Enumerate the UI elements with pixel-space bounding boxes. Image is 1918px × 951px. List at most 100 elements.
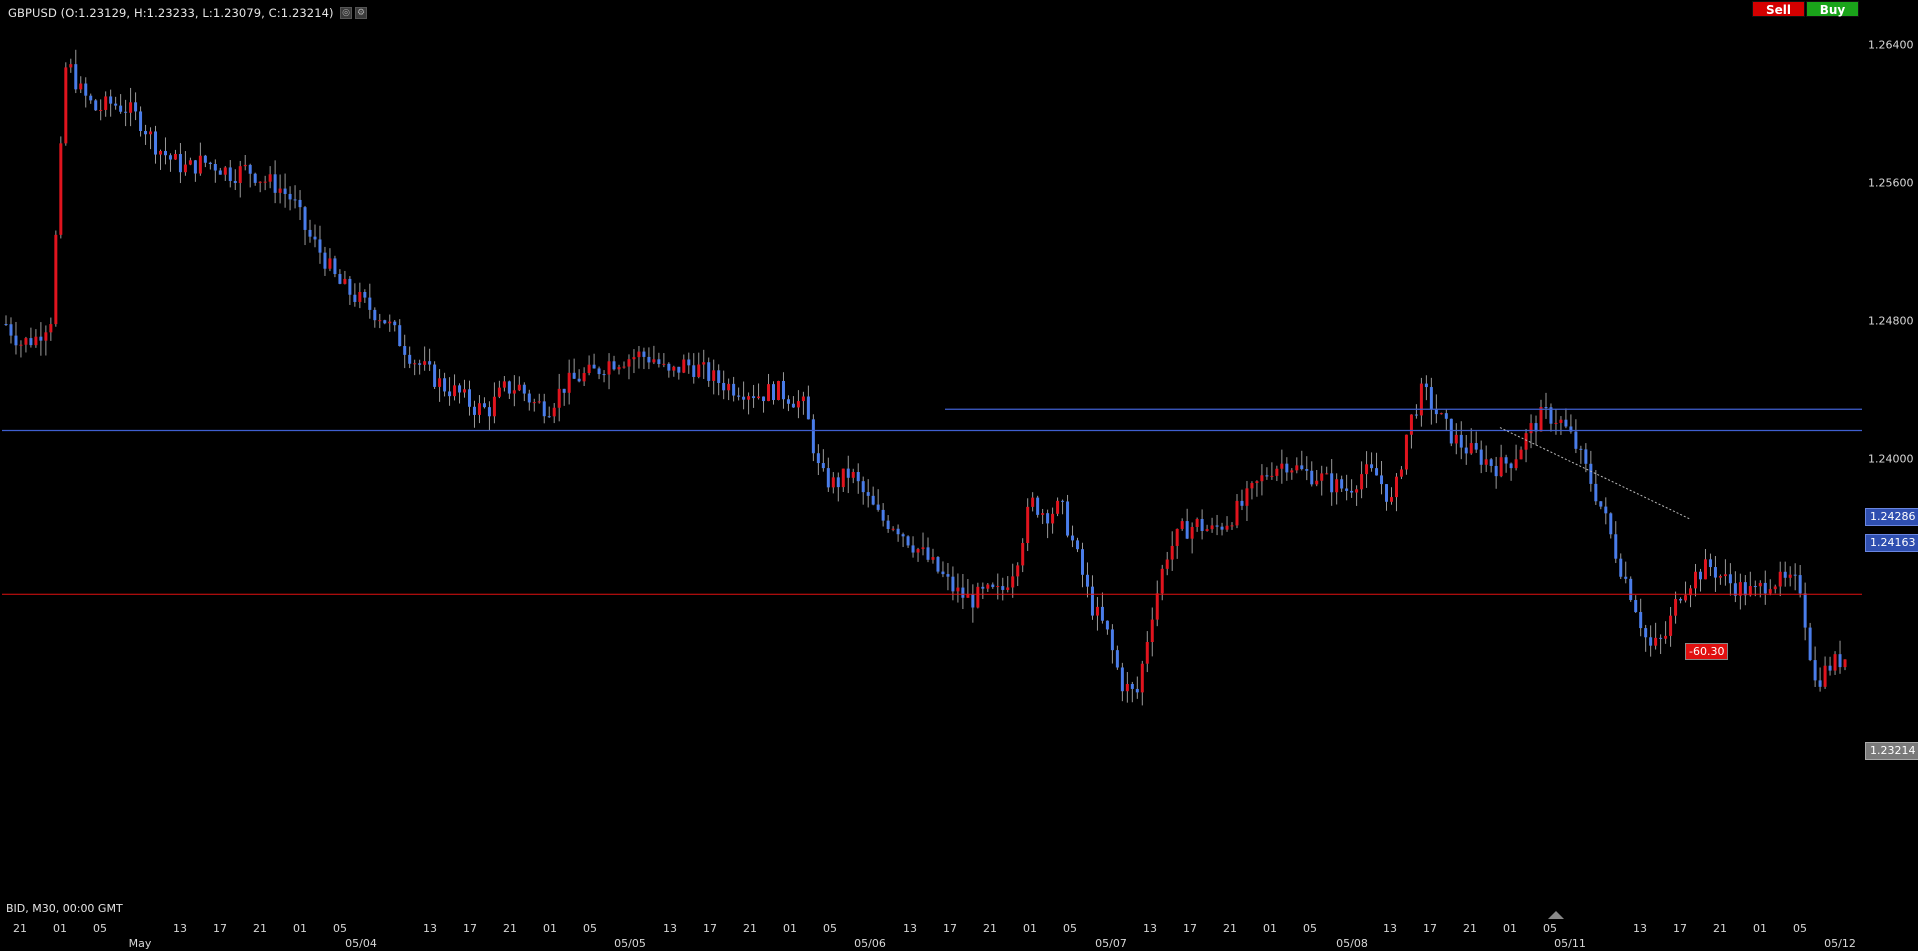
candle-body (517, 384, 521, 391)
candle-body (198, 155, 202, 174)
candle-body (14, 335, 18, 346)
candle-body (851, 472, 855, 478)
candle-body (1609, 513, 1613, 535)
candle-body (139, 111, 143, 132)
candle-body (966, 594, 970, 598)
candle-body (687, 359, 691, 366)
candle-body (193, 160, 197, 174)
candle-body (627, 359, 631, 367)
candle-body (981, 586, 985, 589)
buy-button[interactable]: Buy (1806, 1, 1859, 17)
candle-body (791, 403, 795, 408)
candle-body (647, 356, 651, 363)
candle-body (1743, 582, 1747, 596)
candle-body (203, 155, 207, 163)
price-tick: 1.24800 (1868, 315, 1914, 328)
candle-body (1614, 534, 1618, 559)
candle-body (876, 504, 880, 510)
candle-body (1808, 627, 1812, 661)
price-tick: 1.25600 (1868, 177, 1914, 190)
candle-body (1509, 463, 1513, 469)
candle-body (293, 199, 297, 201)
candle-body (896, 528, 900, 535)
hour-label: 13 (663, 922, 677, 935)
candle-body (1036, 497, 1040, 515)
candle-body (1843, 659, 1847, 668)
level-label-lower[interactable]: 1.24163 (1865, 534, 1918, 552)
candle-body (622, 366, 626, 368)
candle-body (378, 320, 382, 322)
candle-body (1105, 620, 1109, 630)
candle-body (458, 385, 462, 393)
candle-body (961, 587, 965, 598)
candle-body (1340, 479, 1344, 489)
sell-button[interactable]: Sell (1752, 1, 1805, 17)
hour-label: 13 (903, 922, 917, 935)
candle-body (1564, 419, 1568, 427)
hour-label: 17 (703, 922, 717, 935)
candle-body (253, 173, 257, 183)
candle-body (1150, 619, 1154, 643)
candle-body (1414, 414, 1418, 416)
candle-body (114, 103, 118, 106)
candle-body (1076, 540, 1080, 550)
candle-body (1469, 443, 1473, 454)
candle-body (29, 338, 33, 346)
candle-body (218, 170, 222, 175)
candle-body (1409, 414, 1413, 435)
date-label: 05/11 (1554, 937, 1586, 950)
candle-body (1778, 571, 1782, 587)
candle-body (1110, 629, 1114, 651)
candle-body (333, 258, 337, 275)
candle-body (119, 105, 123, 112)
level-label-upper[interactable]: 1.24286 (1865, 508, 1918, 526)
date-label: 05/12 (1824, 937, 1856, 950)
candle-body (129, 102, 133, 113)
candle-body (542, 401, 546, 417)
candle-body (1619, 558, 1623, 577)
candle-body (1360, 474, 1364, 490)
hour-label: 01 (1023, 922, 1037, 935)
candle-body (652, 359, 656, 363)
candle-body (1061, 500, 1065, 502)
candle-body (109, 96, 113, 104)
candle-body (1325, 473, 1329, 475)
candle-body (1479, 449, 1483, 465)
candle-body (871, 495, 875, 505)
gear-icon[interactable]: ⚙ (355, 7, 367, 19)
candle-body (891, 528, 895, 530)
candle-body (1659, 637, 1663, 639)
candle-body (632, 357, 636, 360)
candle-body (487, 407, 491, 417)
candle-body (1758, 582, 1762, 587)
candle-body (1753, 586, 1757, 588)
candle-body (358, 291, 362, 302)
hour-label: 01 (1263, 922, 1277, 935)
candle-body (667, 363, 671, 371)
candle-body (846, 468, 850, 478)
candle-body (582, 373, 586, 382)
candle-body (537, 401, 541, 403)
hour-label: 01 (293, 922, 307, 935)
candle-body (1674, 598, 1678, 616)
candle-body (1818, 680, 1822, 687)
candle-body (1056, 500, 1060, 514)
candle-body (1838, 654, 1842, 668)
hour-label: 13 (173, 922, 187, 935)
candle-body (368, 297, 372, 310)
settings-icon[interactable]: ◎ (340, 7, 352, 19)
candle-body (134, 102, 138, 112)
candle-body (213, 164, 217, 171)
candle-body (258, 181, 262, 183)
candle-body (742, 396, 746, 400)
candle-body (1434, 409, 1438, 415)
candle-body (158, 150, 162, 155)
candle-body (906, 536, 910, 546)
candle-body (1639, 612, 1643, 629)
candle-body (1310, 470, 1314, 485)
candle-body (1370, 464, 1374, 469)
candle-body (1454, 434, 1458, 444)
candle-body (781, 380, 785, 400)
hour-label: 05 (1063, 922, 1077, 935)
